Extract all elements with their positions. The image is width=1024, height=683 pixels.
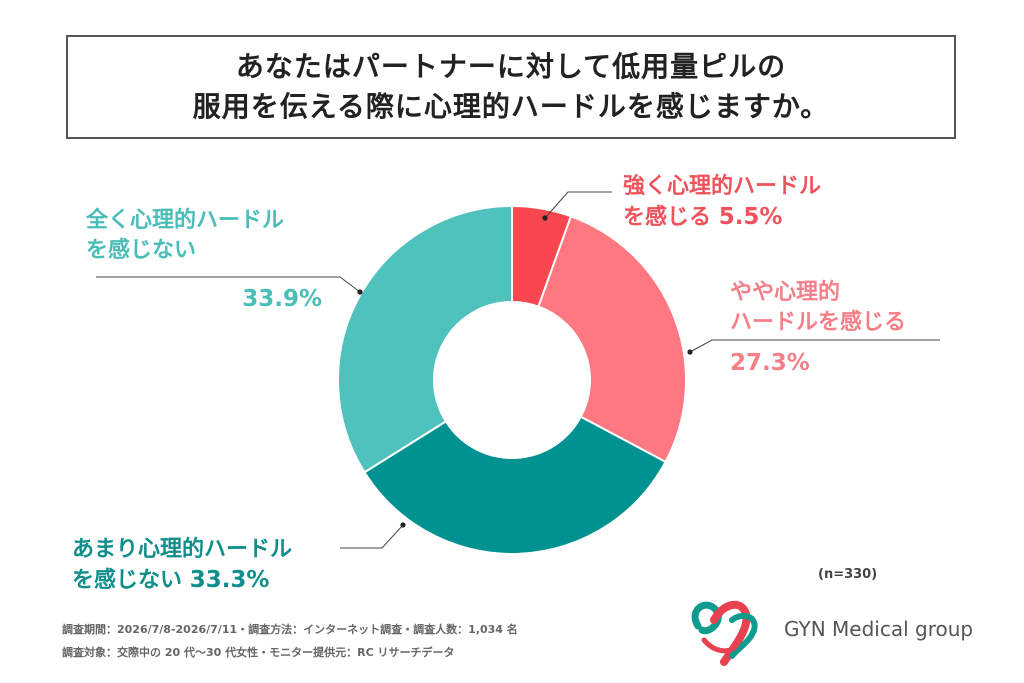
survey-note-1: 調査期間：2026/7/8-2026/7/11・調査方法：インターネット調査・調… — [62, 623, 518, 636]
label-somewhat-line2: ハードルを感じる — [730, 310, 907, 335]
label-little-pct: 33.3% — [189, 567, 270, 593]
title-line-2: 服用を伝える際に心理的ハードルを感じますか。 — [192, 90, 830, 123]
label-strong-line1: 強く心理的ハードル — [623, 174, 822, 199]
label-little-line1: あまり心理的ハードル — [72, 537, 293, 562]
label-somewhat-pct: 27.3% — [730, 350, 810, 376]
label-strong-pct: 5.5% — [718, 204, 783, 230]
leader-little — [340, 524, 404, 549]
slice-none — [337, 204, 513, 474]
slice-somewhat — [537, 215, 687, 464]
leader-dot-strong — [542, 215, 548, 221]
title-box: あなたはパートナーに対して低用量ピルの 服用を伝える際に心理的ハードルを感じます… — [66, 35, 956, 139]
leader-dot-little — [400, 522, 406, 528]
label-little: あまり心理的ハードル を感じない 33.3% — [72, 535, 292, 596]
brand-logo-icon — [691, 601, 758, 666]
label-none-pct: 33.9% — [242, 286, 322, 312]
label-none: 全く心理的ハードル を感じない 33.9% — [86, 206, 322, 314]
title-line-1: あなたはパートナーに対して低用量ピルの — [235, 50, 787, 83]
survey-note-2: 調査対象：交際中の 20 代〜30 代女性・モニター提供元：RC リサーチデータ — [62, 646, 455, 659]
leader-strong — [544, 191, 612, 219]
label-strong-line2: を感じる — [623, 205, 712, 230]
label-none-line2: を感じない — [86, 238, 197, 263]
sample-size: (n=330) — [818, 567, 878, 582]
label-somewhat-line1: やや心理的 — [730, 280, 841, 305]
leader-somewhat — [689, 339, 940, 353]
slice-little — [363, 415, 667, 555]
label-little-line2: を感じない — [72, 568, 183, 593]
leader-none — [96, 276, 361, 293]
label-somewhat: やや心理的 ハードルを感じる 27.3% — [730, 278, 906, 378]
brand-name: GYN Medical group — [784, 617, 974, 641]
label-strong: 強く心理的ハードル を感じる 5.5% — [623, 172, 821, 233]
leader-dot-none — [357, 289, 363, 295]
label-none-line1: 全く心理的ハードル — [86, 208, 285, 233]
leader-dot-somewhat — [687, 349, 693, 355]
